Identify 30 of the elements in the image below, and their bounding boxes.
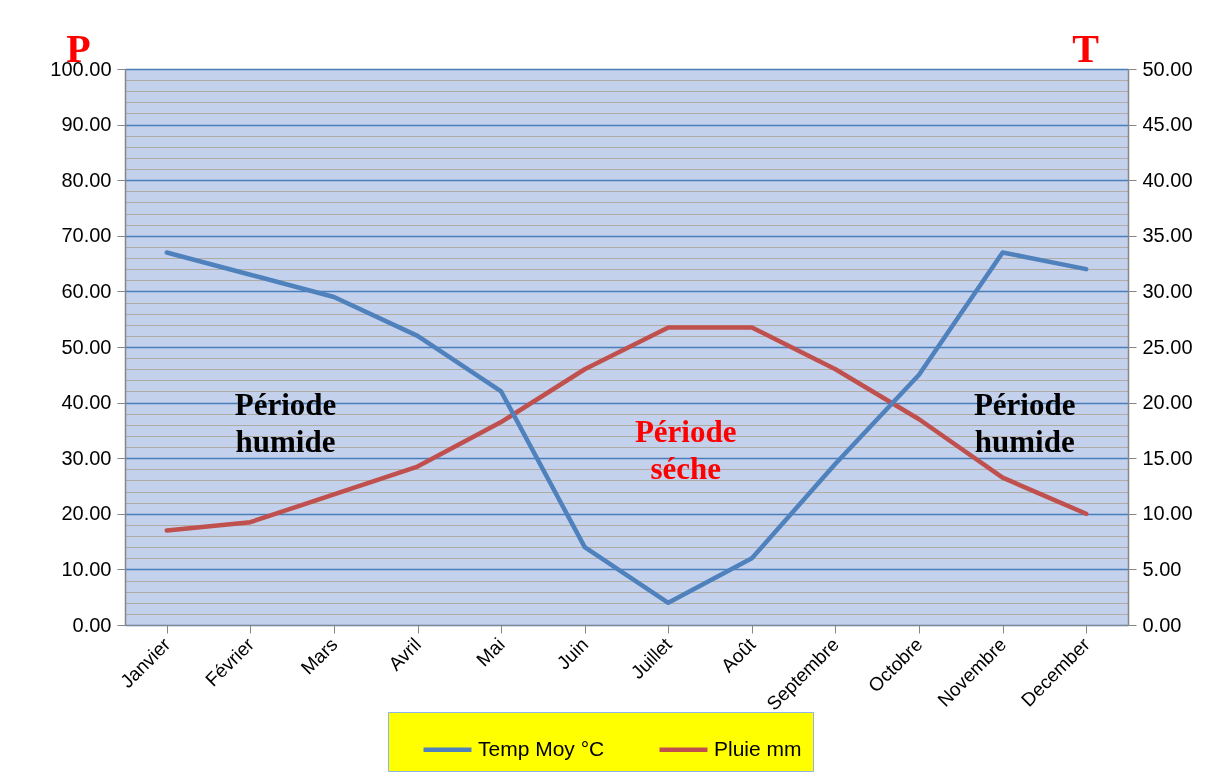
y2-tick-label: 35.00 (1142, 224, 1193, 247)
x-tick-label: Juin (552, 633, 593, 674)
y2-tick-label: 45.00 (1142, 113, 1193, 136)
y-tick-label: 10.00 (61, 557, 112, 580)
y-tick-label: 70.00 (61, 224, 112, 247)
y-tick-label: 20.00 (61, 502, 112, 525)
annotation: Période humide (973, 386, 1076, 459)
legend-label: Temp Moy °C (478, 736, 605, 760)
y2-tick-label: 0.00 (1142, 613, 1182, 636)
y2-tick-label: 40.00 (1142, 168, 1193, 191)
annotation: Période séche (634, 414, 737, 487)
y-tick-label: 40.00 (61, 391, 112, 414)
line-series (164, 325, 1089, 533)
y2-tick-label: 25.00 (1142, 335, 1193, 358)
y2-tick-label: 10.00 (1142, 502, 1193, 525)
y-tick-label: 30.00 (61, 446, 112, 469)
legend-label: Pluie mm (714, 736, 802, 760)
y-tick-label: 80.00 (61, 168, 112, 191)
y-tick-label: 60.00 (61, 279, 112, 302)
y-tick-label: 0.00 (72, 613, 112, 636)
y2-tick-label: 50.00 (1142, 57, 1193, 80)
x-tick-label: Mai (472, 633, 509, 671)
y-tick-label: 50.00 (61, 335, 112, 358)
y2-axis-title: T (1072, 25, 1100, 71)
annotation: Période humide (234, 386, 337, 459)
y-tick-label: 90.00 (61, 113, 112, 136)
y2-tick-label: 15.00 (1142, 446, 1193, 469)
y2-tick-label: 5.00 (1142, 557, 1182, 580)
y2-tick-label: 20.00 (1142, 391, 1193, 414)
y2-tick-label: 30.00 (1142, 279, 1193, 302)
